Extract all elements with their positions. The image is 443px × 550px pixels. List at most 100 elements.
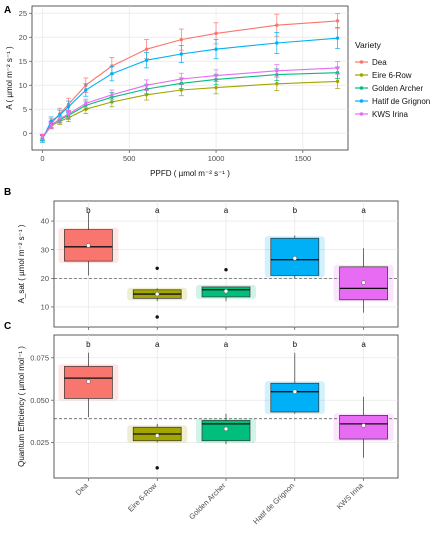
box-golden-archer: a <box>196 206 256 302</box>
box-mean-point <box>223 426 229 432</box>
box-iqr <box>270 382 320 413</box>
significance-letter: a <box>155 340 160 349</box>
data-point <box>335 36 340 40</box>
box-kws-irina: a <box>333 206 394 313</box>
data-point <box>335 79 340 84</box>
significance-letter: b <box>86 206 91 215</box>
x-tick-label: 500 <box>123 154 136 163</box>
data-point <box>110 64 114 68</box>
data-point <box>49 119 53 123</box>
legend-label: Dea <box>372 58 387 67</box>
legend-item-dea: Dea <box>355 58 387 67</box>
box-kws-irina: a <box>333 340 394 458</box>
x-tick-label: Dea <box>74 480 91 497</box>
significance-letter: a <box>155 206 160 215</box>
data-point <box>144 83 149 87</box>
outlier-point <box>155 266 159 270</box>
box-dea: b <box>58 340 119 418</box>
y-tick-label: 10 <box>19 81 27 90</box>
panel-label: A <box>4 5 11 16</box>
box-eire-6-row: a <box>127 340 188 470</box>
legend-label: KWS Irina <box>372 110 409 119</box>
data-point <box>214 47 218 51</box>
legend-label: Golden Archer <box>372 84 423 93</box>
data-point <box>275 23 279 27</box>
box-mean-point <box>154 433 160 438</box>
data-point <box>66 112 71 116</box>
y-tick-label: 0.025 <box>30 438 49 447</box>
y-tick-label: 20 <box>41 274 49 283</box>
series-hatif-de-grignon <box>39 27 341 143</box>
data-point <box>144 58 149 62</box>
outlier-point <box>155 466 159 470</box>
panel-b-asat-boxplot: B 10 20 30 40 A_sat ( µmol m⁻² s⁻¹ ) b a a b a <box>4 187 399 330</box>
box-mean-point <box>223 288 229 294</box>
y-tick-label: 0.075 <box>30 353 49 362</box>
x-tick-label: KWS Irina <box>335 480 366 511</box>
y-tick-label: 15 <box>19 57 27 66</box>
box-mean-point <box>292 256 298 261</box>
box-dea: b <box>58 206 119 276</box>
significance-letter: a <box>224 206 229 215</box>
data-point <box>58 117 62 121</box>
series-kws-irina <box>39 61 341 140</box>
data-point <box>275 82 279 86</box>
data-point <box>84 101 88 106</box>
legend: Variety Dea Eire 6-Row Golden Archer Hatif d… <box>355 40 430 119</box>
data-point <box>179 52 184 56</box>
legend-key-point <box>359 73 364 77</box>
box-mean-point <box>361 423 366 428</box>
data-point <box>214 85 218 90</box>
x-tick-label: 1500 <box>295 154 312 163</box>
x-tick-label: 1000 <box>208 154 225 163</box>
y-axis-title: A_sat ( µmol m⁻² s⁻¹ ) <box>17 224 26 303</box>
data-point <box>58 113 62 117</box>
y-tick-label: 40 <box>41 217 49 226</box>
legend-key-point <box>359 60 364 64</box>
legend-label: Eire 6-Row <box>372 71 412 80</box>
data-point <box>49 123 53 128</box>
y-tick-label: 10 <box>41 303 49 312</box>
legend-item-kws-irina: KWS Irina <box>355 110 409 119</box>
significance-letter: b <box>293 206 298 215</box>
outlier-point <box>155 315 159 319</box>
x-tick-label: 0 <box>40 154 44 163</box>
y-tick-label: 30 <box>41 245 49 254</box>
legend-item-eire-6-row: Eire 6-Row <box>355 71 412 80</box>
panel-label: B <box>4 187 11 198</box>
legend-key-point <box>359 112 364 116</box>
data-point <box>179 37 184 42</box>
x-tick-label: Hatif de Grignon <box>251 481 296 526</box>
legend-key-point <box>359 99 364 103</box>
box-mean-point <box>292 389 298 394</box>
data-point <box>335 66 340 70</box>
data-point <box>275 69 279 73</box>
legend-title: Variety <box>355 40 382 50</box>
box-mean-point <box>361 280 366 285</box>
data-point <box>40 135 45 139</box>
data-point <box>84 88 88 92</box>
legend-label: Hatif de Grignon <box>372 97 430 106</box>
y-tick-label: 5 <box>23 105 27 114</box>
legend-item-golden-archer: Golden Archer <box>355 84 423 93</box>
box-hatif-de-grignon: b <box>264 206 325 279</box>
box-golden-archer: a <box>196 340 256 445</box>
legend-item-hatif-de-grignon: Hatif de Grignon <box>355 97 430 106</box>
box-mean-point <box>86 379 91 384</box>
outlier-point <box>224 268 228 272</box>
data-point <box>110 71 114 76</box>
data-point <box>214 73 218 78</box>
y-axis-title: A ( µmol m⁻² s⁻¹ ) <box>5 46 14 110</box>
x-tick-label: Eire 6-Row <box>126 481 159 514</box>
data-point <box>214 31 218 36</box>
significance-letter: a <box>361 340 366 349</box>
data-point <box>179 77 184 81</box>
significance-letter: a <box>361 206 366 215</box>
data-point <box>110 93 114 97</box>
box-hatif-de-grignon: b <box>264 340 325 414</box>
box-mean-point <box>86 243 91 248</box>
box-eire-6-row: a <box>127 206 188 319</box>
significance-letter: b <box>86 340 91 349</box>
data-point <box>275 41 279 45</box>
box-mean-point <box>154 291 160 297</box>
